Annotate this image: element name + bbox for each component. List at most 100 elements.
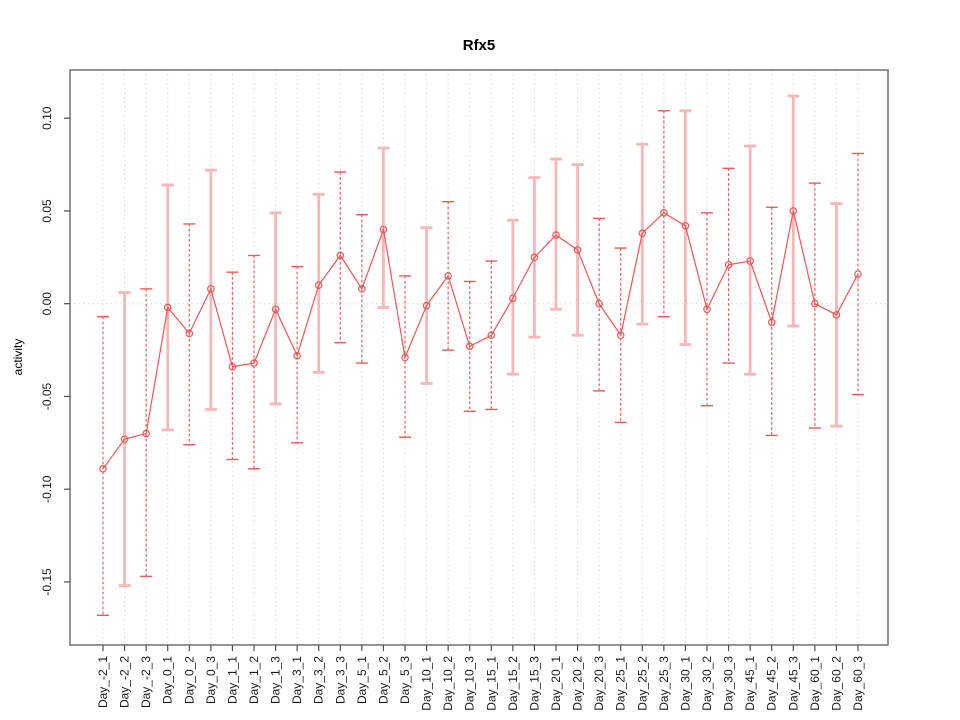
error-bar bbox=[140, 288, 153, 578]
axes: 0.10 0.05 0.00 -0.05 -0.10 -0.15 Day_-2_1 Day_-… bbox=[40, 106, 865, 710]
error-bar bbox=[334, 171, 347, 344]
error-bar bbox=[765, 206, 778, 437]
data-point bbox=[358, 285, 366, 293]
y-tick-label: -0.10 bbox=[40, 475, 54, 503]
x-tick-label: Day_1_2 bbox=[247, 656, 261, 704]
data-point bbox=[746, 257, 754, 265]
data-point bbox=[293, 351, 301, 360]
data-point bbox=[681, 222, 690, 230]
data-point bbox=[573, 246, 582, 254]
data-point bbox=[163, 303, 172, 312]
error-bar bbox=[657, 110, 670, 318]
data-point bbox=[767, 318, 776, 327]
chart-title: Rfx5 bbox=[463, 37, 496, 54]
error-bar bbox=[744, 144, 757, 376]
data-point bbox=[660, 209, 668, 217]
x-tick-label: Day_-2_1 bbox=[96, 656, 110, 708]
data-point bbox=[444, 272, 452, 280]
x-tick-label: Day_45_1 bbox=[743, 656, 757, 711]
series-line bbox=[102, 210, 859, 470]
x-tick-label: Day_-2_2 bbox=[118, 656, 132, 708]
x-tick-label: Day_10_3 bbox=[463, 656, 477, 711]
data-point bbox=[487, 331, 496, 340]
data-point bbox=[854, 270, 862, 278]
data-point bbox=[703, 305, 711, 314]
data-point bbox=[638, 229, 647, 238]
x-tick-label: Day_15_2 bbox=[506, 656, 520, 711]
error-bar bbox=[463, 280, 476, 412]
data-point bbox=[185, 329, 194, 338]
x-tick-label: Day_20_1 bbox=[549, 656, 563, 711]
data-point bbox=[250, 359, 258, 367]
error-bar bbox=[442, 200, 455, 351]
x-tick-label: Day_10_2 bbox=[441, 656, 455, 711]
x-tick-label: Day_20_2 bbox=[571, 656, 585, 711]
x-tick-label: Day_0_2 bbox=[182, 656, 196, 704]
data-point bbox=[120, 435, 129, 443]
data-point bbox=[552, 231, 560, 239]
x-tick-label: Day_20_3 bbox=[592, 656, 606, 711]
x-tick-label: Day_15_3 bbox=[527, 656, 541, 711]
data-point bbox=[271, 305, 280, 314]
x-tick-label: Day_5_1 bbox=[355, 656, 369, 704]
x-tick-label: Day_30_2 bbox=[700, 656, 714, 711]
data-point bbox=[832, 311, 841, 319]
x-tick-label: Day_60_1 bbox=[808, 656, 822, 711]
x-tick-label: Day_1_1 bbox=[225, 656, 239, 704]
data-point bbox=[314, 281, 323, 289]
error-bar bbox=[355, 213, 368, 364]
data-point bbox=[530, 253, 539, 262]
x-tick-label: Day_3_2 bbox=[312, 656, 326, 704]
data-point bbox=[465, 342, 474, 351]
x-tick-label: Day_0_1 bbox=[161, 656, 175, 704]
x-tick-label: Day_25_1 bbox=[614, 656, 628, 711]
x-tick-label: Day_3_1 bbox=[290, 656, 304, 704]
data-point bbox=[401, 353, 409, 362]
plot-border bbox=[69, 69, 889, 646]
error-bar bbox=[808, 182, 821, 429]
data-point bbox=[99, 464, 107, 473]
error-bar bbox=[485, 260, 498, 411]
x-tick-label: Day_15_1 bbox=[484, 656, 498, 711]
y-axis-label: activity bbox=[11, 339, 25, 376]
x-tick-label: Day_10_1 bbox=[420, 656, 434, 711]
x-tick-label: Day_60_3 bbox=[851, 656, 865, 711]
data-point bbox=[228, 362, 237, 371]
x-tick-label: Day_0_3 bbox=[204, 656, 218, 704]
data-point bbox=[595, 299, 603, 308]
x-tick-label: Day_30_3 bbox=[722, 656, 736, 711]
data-point bbox=[422, 301, 431, 310]
x-tick-label: Day_1_3 bbox=[269, 656, 283, 704]
data-point bbox=[336, 251, 345, 260]
data-line bbox=[102, 210, 859, 470]
x-tick-label: Day_5_3 bbox=[398, 656, 412, 704]
error-bar bbox=[312, 192, 325, 374]
error-bars bbox=[97, 94, 864, 617]
data-point bbox=[811, 299, 819, 308]
x-tick-label: Day_25_2 bbox=[635, 656, 649, 711]
error-bar bbox=[226, 271, 239, 461]
x-tick-label: Day_60_2 bbox=[829, 656, 843, 711]
gridlines bbox=[70, 70, 888, 645]
error-bar bbox=[550, 157, 562, 311]
y-tick-label: 0.05 bbox=[40, 199, 54, 223]
data-point bbox=[207, 285, 215, 293]
x-tick-label: Day_3_3 bbox=[333, 656, 347, 704]
x-tick-label: Day_-2_3 bbox=[139, 656, 153, 708]
error-bar bbox=[291, 265, 304, 444]
error-bar bbox=[377, 146, 390, 309]
x-tick-label: Day_30_1 bbox=[678, 656, 692, 711]
data-point bbox=[379, 225, 388, 234]
y-tick-label: 0.10 bbox=[40, 106, 54, 130]
plot-frame bbox=[69, 69, 889, 646]
data-point bbox=[509, 294, 517, 302]
y-tick-label: 0.00 bbox=[40, 292, 54, 316]
y-tick-label: -0.15 bbox=[40, 568, 54, 596]
x-tick-label: Day_5_2 bbox=[376, 656, 390, 704]
data-point bbox=[616, 331, 625, 340]
y-tick-label: -0.05 bbox=[40, 382, 54, 410]
error-bar bbox=[97, 315, 109, 617]
data-points bbox=[99, 207, 862, 473]
